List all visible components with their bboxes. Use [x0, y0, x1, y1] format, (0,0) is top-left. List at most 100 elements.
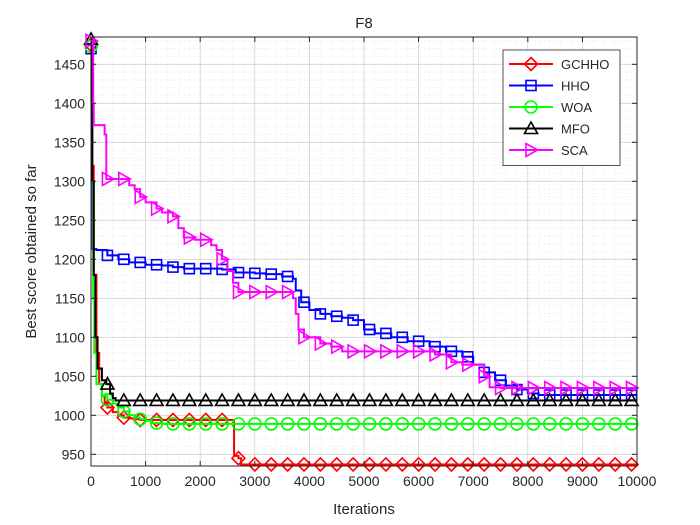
data-point-sca [134, 189, 149, 205]
x-tick-label: 0 [87, 473, 95, 489]
data-point-woa [133, 412, 147, 427]
data-point-gchho [394, 456, 410, 473]
data-point-sca [347, 343, 362, 360]
x-tick-label: 5000 [348, 473, 379, 489]
legend-item-hho: HHO [509, 79, 590, 94]
data-point-sca [199, 231, 214, 248]
data-point-hho [134, 256, 146, 269]
data-point-mfo [115, 392, 132, 407]
data-point-sca [330, 338, 345, 355]
legend-marker [524, 100, 538, 114]
data-point-woa [428, 417, 442, 431]
y-tick-label: 1350 [54, 134, 85, 150]
data-point-mfo [279, 392, 296, 407]
data-point-woa [510, 417, 524, 431]
tick-labels: 0 1000 2000 3000 4000 5000 6000 7000 8000 9000 100… [54, 56, 657, 489]
data-point-mfo [410, 392, 427, 407]
data-point-sca [461, 356, 476, 373]
legend-label: GCHHO [561, 57, 609, 72]
data-point-mfo [246, 392, 263, 407]
data-point-gchho [525, 456, 541, 473]
data-point-woa [608, 417, 623, 431]
data-point-mfo [378, 392, 394, 407]
legend-label: WOA [561, 100, 592, 115]
x-tick-label: 6000 [403, 473, 434, 489]
data-point-gchho [198, 412, 214, 428]
data-point-hho [314, 308, 327, 320]
x-tick-label: 10000 [618, 473, 657, 489]
data-point-gchho [165, 412, 181, 428]
data-point-gchho [214, 412, 230, 428]
data-point-hho [281, 270, 294, 283]
data-point-sca [429, 346, 444, 363]
data-point-sca [298, 329, 313, 346]
data-point-woa [100, 392, 115, 407]
data-point-gchho [509, 456, 525, 473]
data-point-sca [265, 284, 280, 300]
data-point-gchho [279, 456, 296, 473]
legend: GCHHO HHO WOA MFO SCA [502, 49, 621, 166]
data-point-mfo [607, 392, 624, 407]
data-point-hho [118, 253, 130, 266]
data-point-sca [609, 380, 624, 396]
data-point-mfo [165, 392, 181, 407]
series-mfo [83, 31, 640, 407]
x-tick-label: 3000 [239, 473, 270, 489]
data-point-gchho [542, 456, 558, 473]
data-point-mfo [263, 392, 280, 407]
x-tick-label: 9000 [567, 473, 598, 489]
data-point-sca [543, 380, 558, 396]
data-point-sca [511, 380, 526, 396]
y-tick-label: 1450 [54, 56, 85, 72]
data-point-gchho [574, 456, 591, 473]
data-point-woa [329, 417, 344, 431]
data-point-woa [477, 417, 491, 431]
data-point-sca [101, 171, 116, 187]
data-point-gchho [607, 456, 623, 473]
y-tick-label: 1300 [54, 173, 85, 189]
data-point-sca [167, 208, 182, 225]
legend-item-sca: SCA [509, 142, 588, 158]
data-point-mfo [99, 375, 116, 390]
chart-title: F8 [355, 15, 373, 32]
data-point-gchho [148, 412, 165, 428]
data-point-hho [249, 267, 261, 280]
data-point-mfo [230, 392, 247, 407]
major-grid [90, 37, 638, 466]
data-point-gchho [247, 456, 263, 473]
data-point-gchho [427, 456, 443, 473]
x-tick-label: 7000 [458, 473, 489, 489]
data-point-woa [559, 417, 573, 431]
legend-item-woa: WOA [509, 100, 592, 115]
x-tick-label: 8000 [512, 473, 543, 489]
data-point-woa [444, 417, 459, 431]
data-point-woa [215, 417, 229, 431]
data-point-mfo [328, 392, 345, 407]
data-point-woa [379, 417, 393, 431]
data-point-woa [542, 417, 557, 431]
data-point-sca [183, 229, 198, 246]
data-point-gchho [99, 399, 116, 416]
x-tick-label: 1000 [130, 473, 161, 489]
data-point-sca [494, 380, 509, 396]
data-point-woa [395, 417, 410, 431]
data-point-woa [248, 417, 262, 431]
data-point-woa [624, 417, 639, 431]
data-point-mfo [443, 392, 460, 407]
y-tick-label: 1050 [54, 368, 85, 384]
data-point-sca [314, 335, 329, 352]
legend-label: HHO [561, 79, 590, 94]
y-axis-label: Best score obtained so far [23, 164, 40, 338]
data-point-mfo [476, 392, 493, 407]
data-point-mfo [214, 392, 230, 407]
data-point-mfo [361, 392, 378, 407]
x-axis-label: Iterations [333, 501, 395, 518]
data-point-mfo [197, 392, 214, 407]
data-point-sca [445, 354, 460, 371]
data-point-woa [362, 417, 377, 431]
data-point-mfo [525, 392, 542, 407]
data-point-sca [560, 380, 575, 396]
legend-item-mfo: MFO [509, 120, 590, 137]
data-point-woa [411, 417, 426, 431]
data-point-hho [363, 323, 376, 336]
